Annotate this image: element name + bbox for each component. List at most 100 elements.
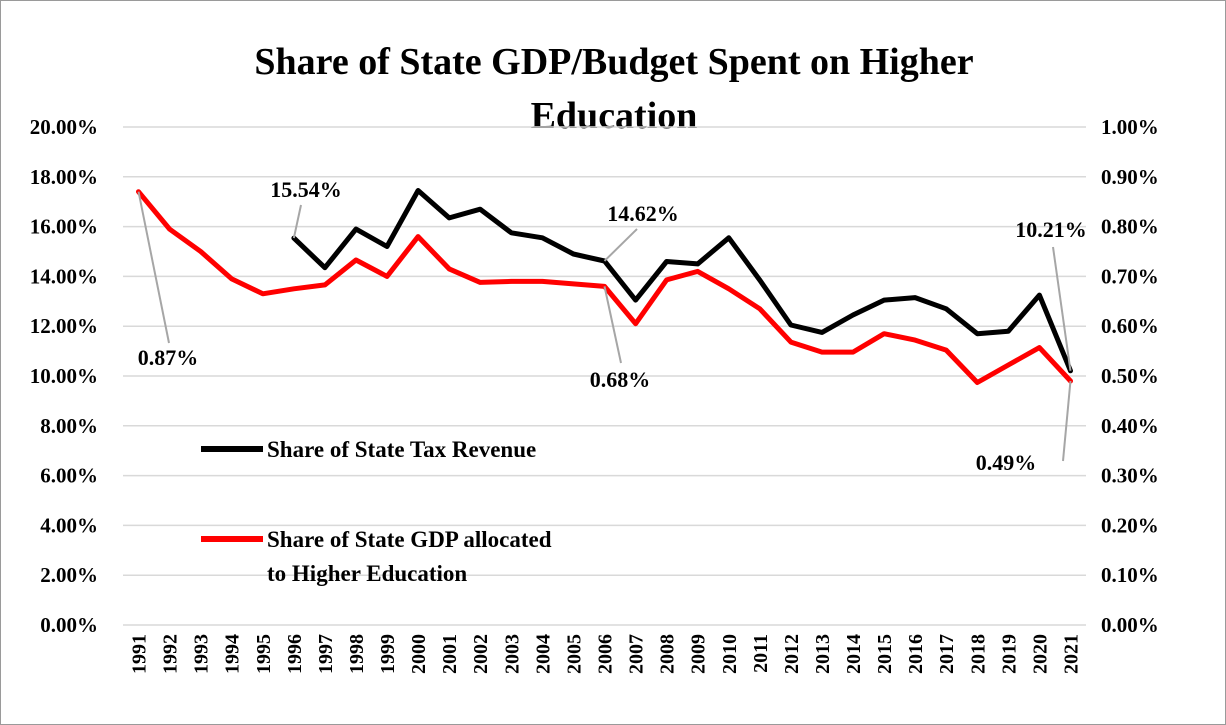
series-2-point [788, 339, 794, 345]
y-left-tick-label: 6.00% [40, 464, 98, 488]
x-tick-label: 2009 [688, 634, 710, 674]
series-2-point [695, 269, 700, 274]
y-right-tick-label: 0.20% [1101, 513, 1159, 537]
series-2-point [446, 266, 452, 272]
x-tick-label: 1996 [284, 634, 306, 674]
series-1-point [415, 188, 421, 193]
series-1-point [509, 230, 514, 236]
data-label: 15.54% [270, 177, 342, 202]
y-left-tick-label: 20.00% [30, 115, 98, 139]
y-right-tick-label: 0.40% [1101, 414, 1159, 438]
data-label: 0.87% [138, 345, 199, 370]
series-2-point [633, 321, 638, 326]
series-2-point [198, 249, 203, 254]
x-tick-label: 1997 [315, 634, 337, 674]
series-1-point [912, 295, 918, 300]
data-label-leader [292, 204, 302, 239]
x-tick-label: 2004 [532, 634, 554, 674]
x-tick-label: 1991 [129, 634, 151, 674]
x-tick-label: 2010 [719, 634, 741, 674]
x-tick-label: 2017 [936, 634, 958, 674]
series-2-point [353, 257, 359, 263]
series-1-point [757, 277, 763, 283]
x-tick-label: 2003 [501, 634, 523, 674]
series-2-point [1037, 345, 1042, 350]
x-tick-label: 1993 [191, 634, 213, 674]
legend-label-1: Share of State Tax Revenue [267, 437, 536, 462]
y-left-tick-label: 12.00% [30, 314, 98, 338]
y-right-tick-label: 0.80% [1101, 215, 1159, 239]
y-left-tick-label: 18.00% [30, 165, 98, 189]
series-1-point [944, 306, 949, 311]
data-label: 14.62% [607, 201, 679, 226]
x-tick-label: 2013 [812, 634, 834, 674]
series-2-point [912, 337, 918, 343]
x-tick-label: 2012 [781, 634, 803, 674]
y-left-tick-label: 8.00% [40, 414, 98, 438]
y-left-tick-label: 10.00% [30, 364, 98, 388]
series-2-point [944, 347, 949, 353]
series-2-point [415, 234, 421, 239]
chart-title-line-1: Share of State GDP/Budget Spent on Highe… [254, 41, 973, 83]
x-tick-label: 2018 [967, 634, 989, 674]
legend-label-2: to Higher Education [267, 561, 467, 586]
x-tick-label: 2015 [874, 634, 896, 674]
y-left-tick-label: 14.00% [30, 264, 98, 288]
series-1-point [571, 251, 576, 257]
x-tick-label: 1998 [346, 634, 368, 674]
series-1-point [819, 330, 825, 335]
series-1-point [446, 215, 452, 221]
series-1-point [478, 206, 483, 212]
series-1-point [1006, 328, 1011, 334]
series-2-point [509, 279, 514, 284]
chart-title-line-2: Education [531, 95, 698, 137]
series-1-point [850, 312, 856, 318]
x-tick-label: 2007 [626, 634, 648, 674]
series-2-point [726, 286, 731, 292]
x-tick-label: 1992 [160, 634, 182, 674]
series-2-point [478, 280, 483, 285]
series-2-point [571, 281, 576, 287]
x-tick-label: 2006 [595, 634, 617, 674]
series-2-point [881, 331, 887, 336]
series-1-point [633, 297, 638, 303]
series-2-point [229, 276, 234, 282]
x-tick-label: 2001 [439, 634, 461, 674]
data-label: 10.21% [1015, 217, 1087, 242]
y-right-tick-label: 0.30% [1101, 464, 1159, 488]
x-tick-label: 1995 [253, 634, 275, 674]
series-2-point [291, 286, 297, 292]
series-2-point [540, 279, 545, 284]
x-tick-label: 2000 [408, 634, 430, 674]
x-tick-label: 2019 [998, 634, 1020, 674]
data-label: 0.68% [590, 367, 651, 392]
series-2-point [757, 306, 763, 311]
series-2-point [260, 291, 265, 297]
y-left-tick-label: 2.00% [40, 563, 98, 587]
x-tick-label: 2021 [1060, 634, 1082, 674]
data-label-leader [603, 286, 622, 364]
y-right-tick-label: 0.50% [1101, 364, 1159, 388]
series-1-point [788, 322, 794, 328]
data-label-leader [603, 228, 638, 262]
y-right-tick-label: 0.10% [1101, 563, 1159, 587]
x-tick-label: 2011 [750, 634, 772, 673]
series-2-point [1006, 362, 1011, 368]
x-tick-label: 2020 [1029, 634, 1051, 674]
x-tick-label: 2008 [657, 634, 679, 674]
legend-label-2: Share of State GDP allocated [267, 527, 552, 552]
y-right-tick-label: 0.60% [1101, 314, 1159, 338]
series-2-point [819, 349, 825, 355]
x-tick-label: 2014 [843, 634, 865, 674]
y-left-tick-label: 16.00% [30, 215, 98, 239]
data-label-leader [137, 191, 170, 344]
y-right-tick-label: 0.90% [1101, 165, 1159, 189]
series-2-point [167, 226, 172, 232]
x-tick-label: 2002 [470, 634, 492, 674]
series-1-point [322, 265, 328, 270]
series-2-point [384, 274, 390, 279]
series-1-point [1037, 292, 1042, 298]
series-1-point [540, 235, 545, 241]
